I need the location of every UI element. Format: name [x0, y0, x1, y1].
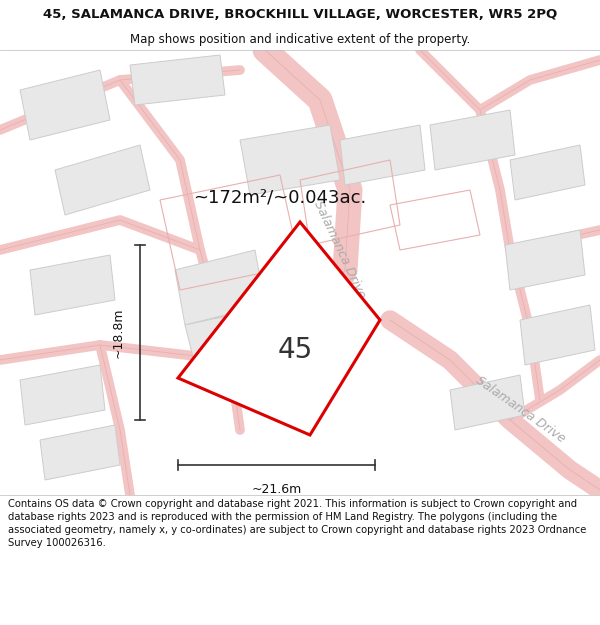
Polygon shape: [340, 125, 425, 185]
Text: Map shows position and indicative extent of the property.: Map shows position and indicative extent…: [130, 34, 470, 46]
Text: ~21.6m: ~21.6m: [251, 483, 302, 496]
Text: ~172m²/~0.043ac.: ~172m²/~0.043ac.: [193, 189, 367, 207]
Polygon shape: [178, 222, 380, 435]
Polygon shape: [505, 230, 585, 290]
Text: Contains OS data © Crown copyright and database right 2021. This information is : Contains OS data © Crown copyright and d…: [8, 499, 586, 549]
Polygon shape: [130, 55, 225, 105]
Polygon shape: [40, 425, 120, 480]
Text: 45: 45: [277, 336, 313, 364]
Text: Salamanca Drive: Salamanca Drive: [473, 374, 567, 446]
Polygon shape: [520, 305, 595, 365]
Polygon shape: [450, 375, 525, 430]
Text: Salamanca Drive: Salamanca Drive: [311, 199, 368, 301]
Polygon shape: [30, 255, 115, 315]
Polygon shape: [185, 310, 270, 385]
Polygon shape: [240, 125, 340, 195]
Polygon shape: [430, 110, 515, 170]
Polygon shape: [510, 145, 585, 200]
Polygon shape: [20, 70, 110, 140]
Text: 45, SALAMANCA DRIVE, BROCKHILL VILLAGE, WORCESTER, WR5 2PQ: 45, SALAMANCA DRIVE, BROCKHILL VILLAGE, …: [43, 8, 557, 21]
Polygon shape: [55, 145, 150, 215]
Text: ~18.8m: ~18.8m: [112, 308, 125, 358]
Polygon shape: [175, 250, 265, 325]
Polygon shape: [20, 365, 105, 425]
